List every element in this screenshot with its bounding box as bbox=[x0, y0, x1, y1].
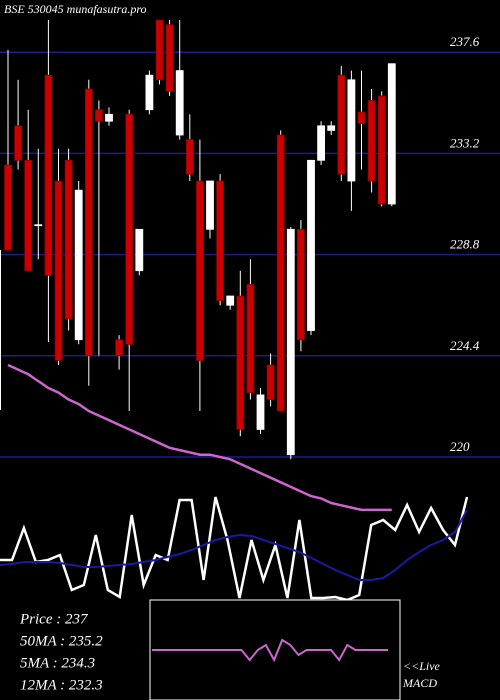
ma-line bbox=[7, 363, 392, 512]
candle-body bbox=[34, 224, 43, 227]
y-tick-label: 233.2 bbox=[450, 135, 480, 150]
candle-body bbox=[44, 74, 53, 276]
candle-body bbox=[24, 159, 33, 272]
stat: 5MA : 234.3 bbox=[20, 655, 95, 671]
stat: Price : 237 bbox=[19, 611, 89, 627]
y-tick-label: 224.4 bbox=[450, 338, 480, 353]
candle-body bbox=[317, 125, 326, 161]
candle-body bbox=[377, 95, 386, 205]
candle-body bbox=[367, 100, 376, 182]
y-tick-label: 237.6 bbox=[450, 34, 480, 49]
candle-body bbox=[307, 159, 315, 331]
candle-body bbox=[387, 63, 396, 205]
candle-body bbox=[185, 139, 194, 175]
candle-body bbox=[4, 164, 12, 251]
candle-body bbox=[276, 134, 285, 412]
candle-body bbox=[115, 339, 123, 357]
candle-body bbox=[125, 113, 134, 345]
candle-body bbox=[74, 189, 83, 341]
candle-body bbox=[256, 394, 265, 430]
y-tick-label: 220 bbox=[450, 439, 470, 454]
candle-body bbox=[286, 228, 295, 456]
candle-body bbox=[105, 113, 113, 122]
stat: 12MA : 232.3 bbox=[20, 677, 103, 693]
candle-body bbox=[296, 228, 305, 341]
candle-body bbox=[216, 180, 225, 302]
candle-body bbox=[14, 125, 23, 161]
candle-body bbox=[246, 284, 255, 394]
indicator-line bbox=[0, 496, 469, 602]
candle-body bbox=[347, 79, 356, 182]
candle-body bbox=[236, 295, 245, 430]
candle-body bbox=[226, 295, 235, 306]
candle-body bbox=[337, 74, 346, 175]
y-tick-label: 228.8 bbox=[450, 237, 480, 252]
candle-body bbox=[165, 24, 174, 92]
candle-body bbox=[54, 180, 63, 361]
candle-body bbox=[64, 159, 73, 320]
indicator-line bbox=[0, 509, 468, 581]
candle-body bbox=[84, 88, 93, 357]
live-label: <<Live bbox=[403, 659, 441, 673]
candle-body bbox=[155, 19, 164, 81]
candle-body bbox=[357, 111, 366, 124]
candle-body bbox=[135, 228, 144, 272]
candle-body bbox=[145, 74, 154, 111]
candle-body bbox=[95, 109, 103, 122]
candle-body bbox=[327, 125, 336, 131]
candle-body bbox=[175, 70, 184, 136]
macd-line bbox=[152, 638, 388, 663]
candle-body bbox=[195, 180, 204, 361]
stat: 50MA : 235.2 bbox=[20, 633, 103, 649]
candle-body bbox=[206, 180, 214, 230]
chart-title: BSE 530045 munafasutra.pro bbox=[4, 2, 147, 16]
candle-body bbox=[266, 364, 275, 400]
macd-label: MACD bbox=[402, 676, 437, 690]
